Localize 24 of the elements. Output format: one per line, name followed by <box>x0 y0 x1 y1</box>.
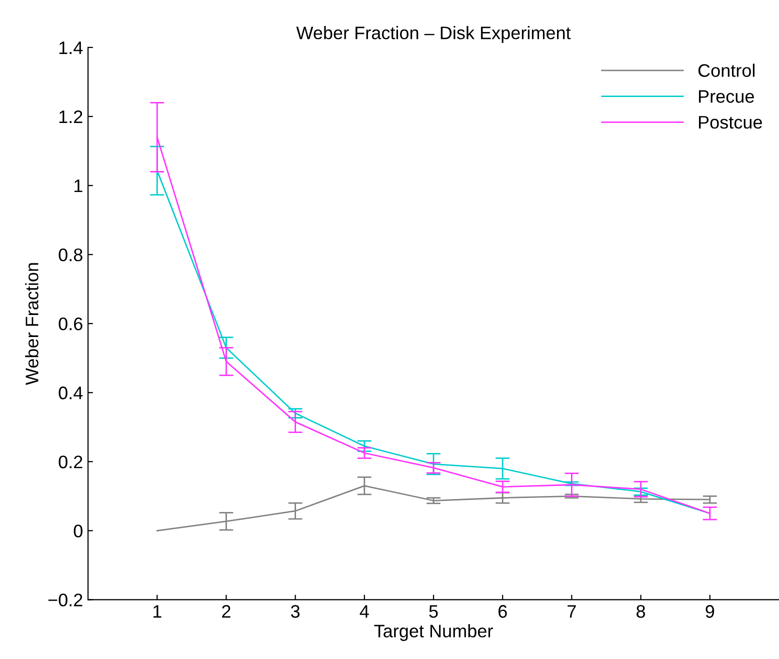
x-tick-label: 2 <box>222 605 230 618</box>
x-tick-label: 6 <box>498 605 507 618</box>
y-tick-label: 0.6 <box>58 318 82 330</box>
x-axis-title: Target Number <box>374 624 493 641</box>
y-tick-label: 1.2 <box>59 110 82 124</box>
legend-label: Precue <box>698 90 754 103</box>
y-tick-label: 1 <box>74 180 82 192</box>
chart-title: Weber Fraction – Disk Experiment <box>296 26 571 43</box>
y-tick-label: 1.4 <box>59 42 83 54</box>
x-tick-label: 9 <box>706 605 714 618</box>
legend-label: Control <box>698 64 755 77</box>
x-tick-label: 4 <box>360 605 369 618</box>
x-tick-label: 1 <box>153 605 162 618</box>
y-tick-label: 0.4 <box>58 386 83 400</box>
y-axis-title: Weber Fraction <box>25 263 38 386</box>
x-tick-label: 3 <box>290 605 300 618</box>
y-tick-label: 0 <box>74 524 82 538</box>
y-tick-label: −0.2 <box>48 594 82 606</box>
y-tick-label: 0.2 <box>58 456 82 468</box>
x-tick-label: 8 <box>636 605 646 618</box>
legend-label: Postcue <box>698 116 762 129</box>
y-tick-label: 0.8 <box>58 248 82 262</box>
x-tick-label: 7 <box>568 605 576 618</box>
x-tick-label: 5 <box>429 605 438 618</box>
